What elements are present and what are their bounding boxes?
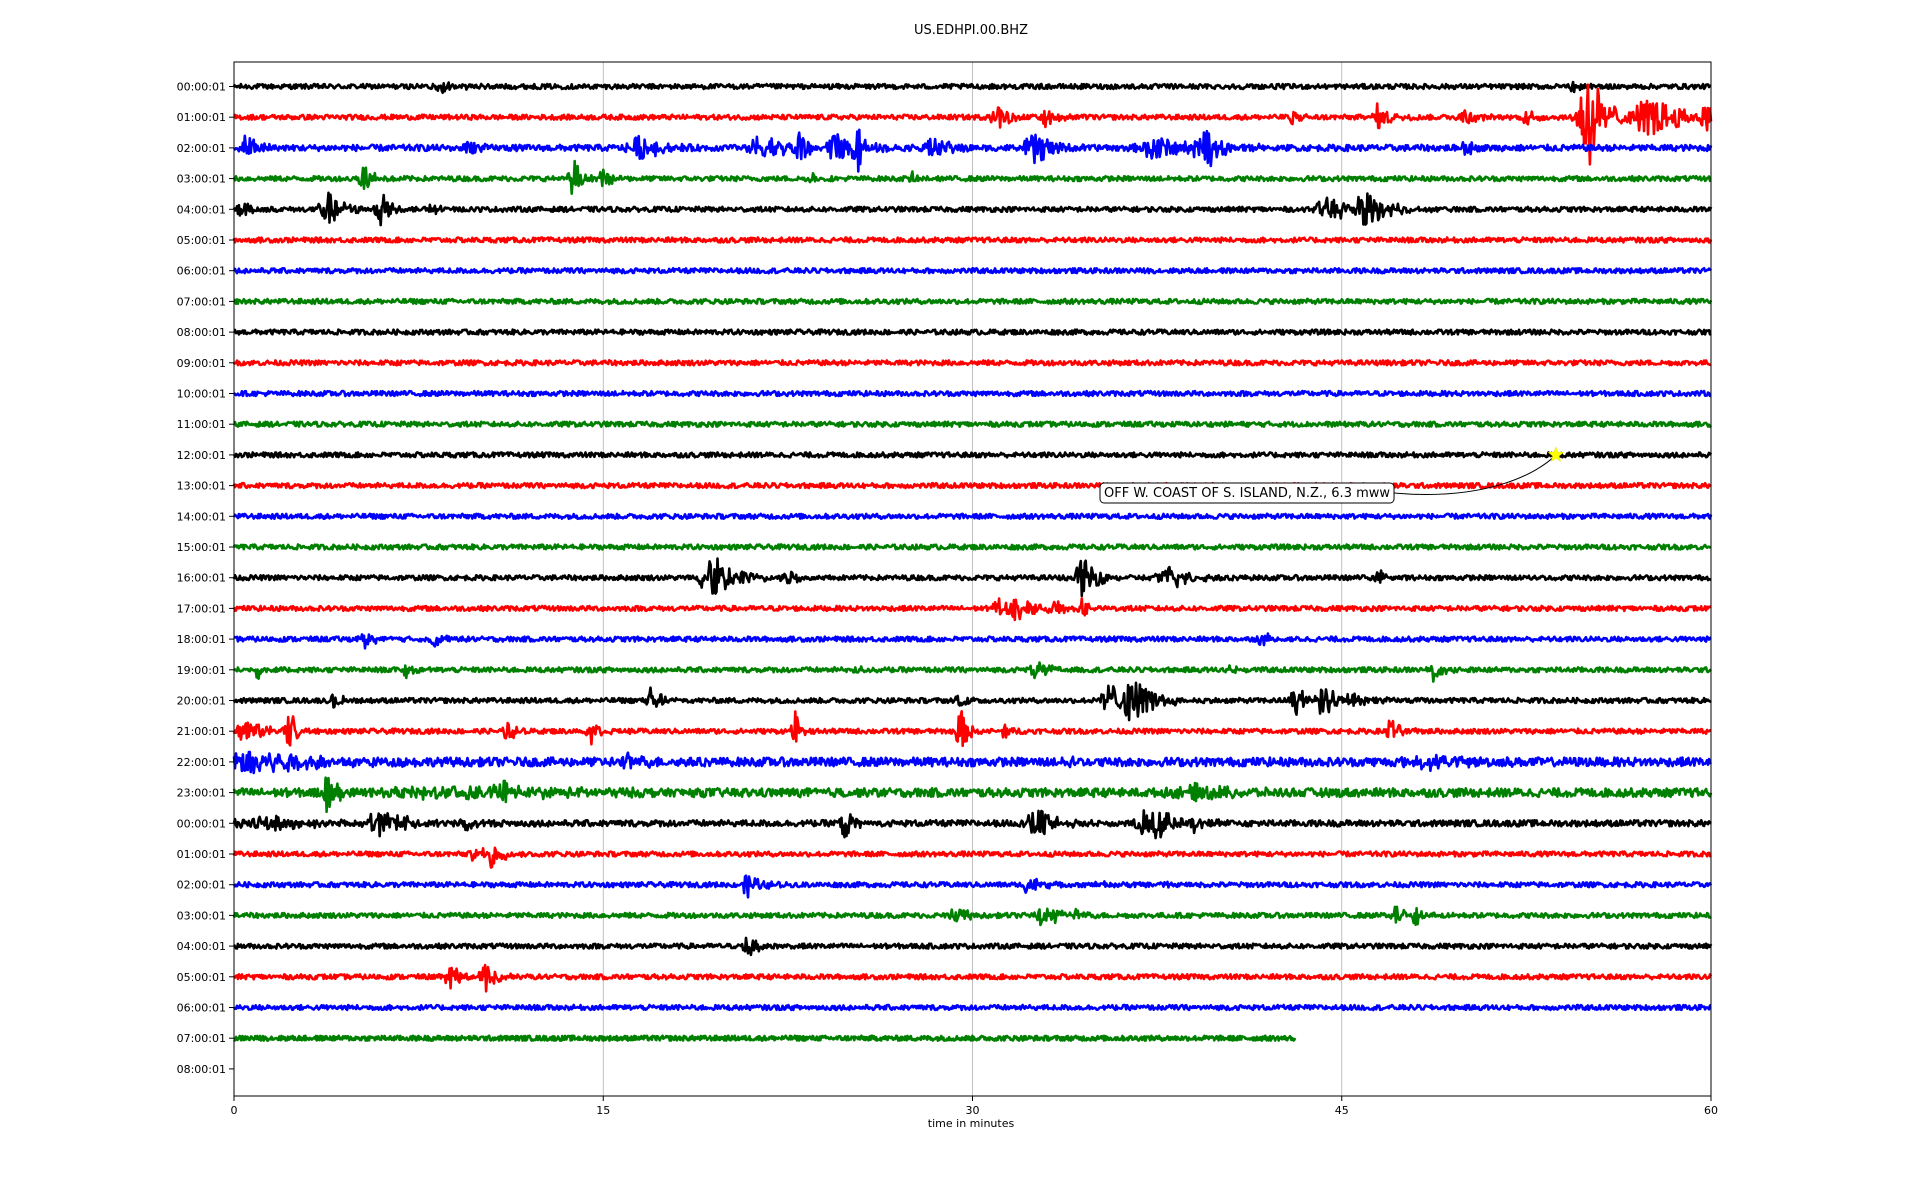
seismic-trace [233,420,1713,429]
seismic-trace [233,128,1713,173]
row-time-label: 01:00:01 [177,111,226,124]
seismic-trace [232,936,1713,957]
row-time-label: 10:00:01 [177,388,226,401]
annotation-text: OFF W. COAST OF S. ISLAND, N.Z., 6.3 mww [1104,486,1390,501]
seismic-trace [232,809,1712,840]
seismic-trace [232,512,1713,521]
row-time-label: 08:00:01 [177,326,226,339]
row-time-label: 19:00:01 [177,664,226,677]
row-time-label: 02:00:01 [177,879,226,892]
x-tick-label: 60 [1704,1104,1718,1117]
row-time-label: 00:00:01 [177,817,226,830]
row-time-label: 01:00:01 [177,848,226,861]
seismic-trace [233,1034,1297,1042]
seismic-trace [232,681,1712,722]
seismic-trace [233,83,1713,166]
seismic-trace [232,543,1712,551]
y-axis-ticks: 00:00:01 01:00:01 02:00:01 03:00:01 04:00:01… [177,81,234,1076]
seismic-trace [232,481,1712,490]
x-tick-label: 0 [231,1104,238,1117]
seismic-trace [232,874,1713,899]
event-annotation: OFF W. COAST OF S. ISLAND, N.Z., 6.3 mww [1099,446,1565,504]
row-time-label: 04:00:01 [177,940,226,953]
row-time-label: 17:00:01 [177,602,226,615]
row-time-label: 21:00:01 [177,725,226,738]
seismic-trace [232,709,1712,748]
row-time-label: 05:00:01 [177,234,226,247]
seismic-trace [233,1003,1712,1012]
seismic-trace [232,266,1712,275]
x-axis-label: time in minutes [928,1117,1015,1130]
seismic-trace [233,963,1713,993]
row-time-label: 02:00:01 [177,142,226,155]
x-tick-label: 30 [966,1104,980,1117]
seismic-trace [232,557,1712,598]
row-time-label: 16:00:01 [177,572,226,585]
x-tick-label: 45 [1335,1104,1349,1117]
seismic-trace [232,597,1712,622]
seismic-trace [232,159,1712,195]
seismic-trace [232,80,1712,95]
chart-title: US.EDHPI.00.BHZ [914,23,1028,38]
seismic-trace [232,451,1713,459]
row-time-label: 00:00:01 [177,81,226,94]
row-time-label: 22:00:01 [177,756,226,769]
x-tick-label: 15 [596,1104,610,1117]
row-time-label: 03:00:01 [177,909,226,922]
row-time-label: 04:00:01 [177,203,226,216]
row-time-label: 11:00:01 [177,418,226,431]
row-time-label: 03:00:01 [177,173,226,186]
row-time-label: 14:00:01 [177,510,226,523]
seismic-trace [233,328,1712,336]
row-time-label: 05:00:01 [177,971,226,984]
row-time-label: 06:00:01 [177,1002,226,1015]
row-time-label: 12:00:01 [177,449,226,462]
seismic-trace [232,191,1713,227]
seismic-trace [232,389,1712,398]
seismic-trace [233,297,1713,306]
event-star-icon [1547,446,1565,462]
seismic-trace [232,776,1713,814]
row-time-label: 23:00:01 [177,787,226,800]
row-time-label: 18:00:01 [177,633,226,646]
annotation-box [1099,482,1395,504]
seismic-trace [232,846,1712,869]
row-time-label: 07:00:01 [177,295,226,308]
seismic-trace [232,236,1713,244]
seismic-trace [232,750,1713,775]
row-time-label: 09:00:01 [177,357,226,370]
row-time-label: 15:00:01 [177,541,226,554]
seismic-trace [233,632,1712,650]
seismic-trace [232,661,1712,683]
row-time-label: 20:00:01 [177,695,226,708]
row-time-label: 06:00:01 [177,265,226,278]
seismic-trace [232,358,1712,367]
seismic-traces [232,80,1713,1042]
x-axis-ticks: 0 15 30 45 60 [231,1096,1718,1117]
annotation-leader-line [1393,454,1557,495]
row-time-label: 13:00:01 [177,480,226,493]
seismic-trace [232,905,1712,927]
row-time-label: 07:00:01 [177,1032,226,1045]
row-time-label: 08:00:01 [177,1063,226,1076]
